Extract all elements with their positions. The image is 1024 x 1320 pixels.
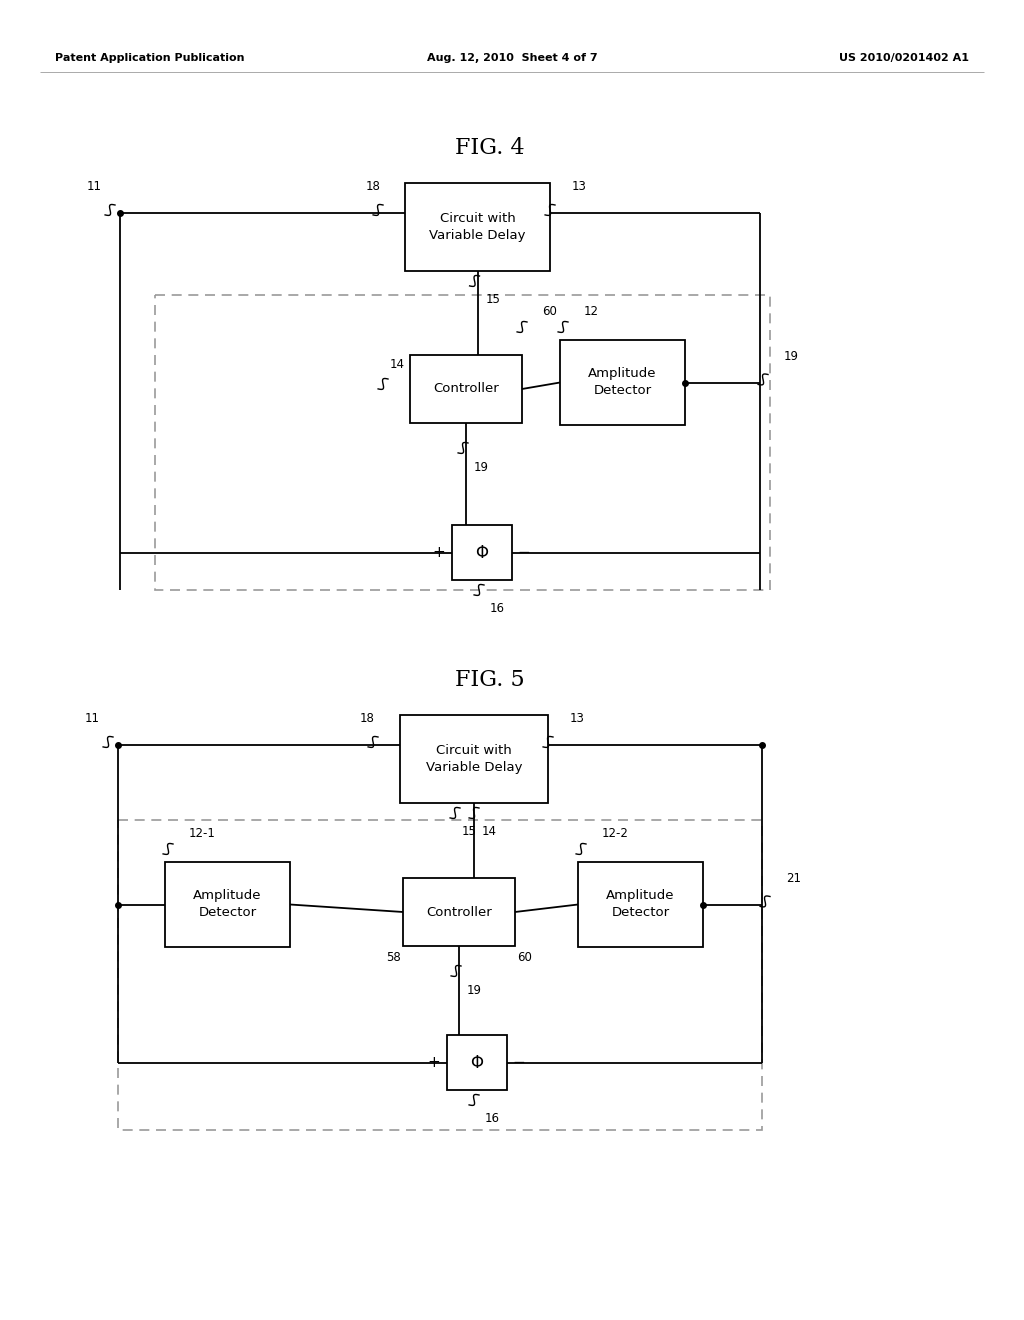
Text: Amplitude
Detector: Amplitude Detector — [588, 367, 656, 397]
Bar — [118, 820, 762, 1130]
Bar — [155, 294, 770, 590]
Bar — [452, 525, 512, 579]
Text: 19: 19 — [467, 983, 482, 997]
Text: 58: 58 — [386, 950, 401, 964]
Text: 12-1: 12-1 — [189, 828, 216, 840]
Text: FIG. 4: FIG. 4 — [456, 137, 525, 158]
Text: Amplitude
Detector: Amplitude Detector — [606, 890, 675, 920]
Text: 21: 21 — [786, 871, 801, 884]
Bar — [578, 862, 703, 946]
Text: Patent Application Publication: Patent Application Publication — [55, 53, 245, 63]
Text: 15: 15 — [485, 293, 501, 306]
Text: 11: 11 — [85, 711, 100, 725]
Text: Aug. 12, 2010  Sheet 4 of 7: Aug. 12, 2010 Sheet 4 of 7 — [427, 53, 597, 63]
Bar — [560, 341, 685, 425]
Text: −: − — [512, 1055, 524, 1071]
Text: Controller: Controller — [433, 383, 499, 396]
Bar — [165, 862, 290, 946]
Text: +: + — [432, 545, 445, 560]
Text: 60: 60 — [517, 950, 531, 964]
Text: 14: 14 — [482, 825, 497, 838]
Text: 13: 13 — [570, 711, 585, 725]
Text: 19: 19 — [474, 461, 489, 474]
Text: 11: 11 — [87, 180, 102, 193]
Bar — [447, 1035, 507, 1090]
Text: +: + — [427, 1055, 440, 1071]
Text: 16: 16 — [485, 1111, 500, 1125]
Text: 15: 15 — [462, 825, 477, 838]
Text: FIG. 5: FIG. 5 — [456, 669, 525, 690]
Text: 60: 60 — [542, 305, 557, 318]
Text: 18: 18 — [360, 711, 375, 725]
Text: −: − — [517, 545, 529, 560]
Text: 18: 18 — [367, 180, 381, 193]
Text: 12: 12 — [584, 305, 599, 318]
Bar — [400, 715, 548, 803]
Text: Controller: Controller — [426, 906, 492, 919]
Bar — [410, 355, 522, 422]
Text: US 2010/0201402 A1: US 2010/0201402 A1 — [839, 53, 969, 63]
Text: Amplitude
Detector: Amplitude Detector — [194, 890, 262, 920]
Text: Circuit with
Variable Delay: Circuit with Variable Delay — [426, 744, 522, 774]
Bar — [406, 183, 550, 271]
Bar — [403, 878, 515, 946]
Text: 12-2: 12-2 — [602, 828, 629, 840]
Text: Φ: Φ — [470, 1053, 483, 1072]
Text: 13: 13 — [572, 180, 587, 193]
Text: Circuit with
Variable Delay: Circuit with Variable Delay — [429, 213, 525, 242]
Text: Φ: Φ — [475, 544, 488, 561]
Text: 19: 19 — [784, 350, 799, 363]
Text: 14: 14 — [390, 358, 406, 371]
Text: 16: 16 — [490, 602, 505, 615]
